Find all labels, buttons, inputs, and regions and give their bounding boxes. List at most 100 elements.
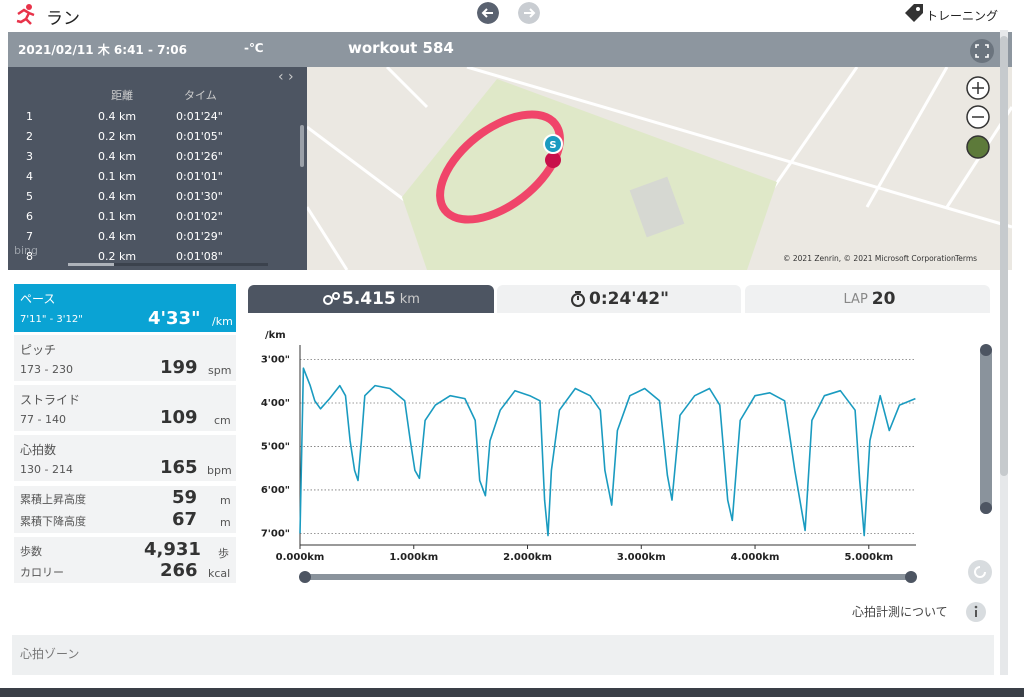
lap-scrollbar[interactable] bbox=[300, 125, 304, 167]
pace-chart: /km 3'00" 4'00" 5'00" 6'00" 7'00" 0.000km 1.00… bbox=[261, 330, 916, 563]
lap-number: 4 bbox=[26, 170, 33, 183]
lap-column: 距離 bbox=[111, 89, 133, 102]
header-title: ラン bbox=[46, 9, 80, 29]
map[interactable]: S © 2021 Zenrin, © 2021 Microsoft Corpor… bbox=[307, 67, 1012, 270]
lap-hscroll-thumb[interactable] bbox=[68, 263, 114, 266]
metric-value: 67 bbox=[172, 509, 198, 530]
lap-hscroll[interactable] bbox=[68, 263, 268, 266]
metric-unit: /km bbox=[212, 315, 233, 328]
training-link[interactable]: トレーニング bbox=[925, 9, 998, 23]
prev-button[interactable] bbox=[477, 2, 499, 24]
metric-range: 77 - 140 bbox=[20, 413, 66, 426]
lap-number: 7 bbox=[26, 230, 33, 243]
heart-rate-note[interactable]: 心拍計測について bbox=[852, 605, 948, 619]
zoom-slider[interactable] bbox=[978, 342, 994, 518]
metric-value: 266 bbox=[160, 560, 198, 581]
y-axis-label: /km bbox=[265, 330, 286, 341]
lap-number: 5 bbox=[26, 190, 33, 203]
next-button[interactable] bbox=[518, 2, 540, 24]
lap-distance: 0.4 km bbox=[98, 230, 137, 243]
x-tick-label: 2.000km bbox=[503, 552, 552, 563]
lap-time: 0:01'02" bbox=[176, 210, 223, 223]
metric-range: 173 - 230 bbox=[20, 363, 73, 376]
lap-distance: 0.4 km bbox=[98, 110, 137, 123]
lap-number: 3 bbox=[26, 150, 33, 163]
metric-unit: spm bbox=[208, 364, 232, 377]
distance-tab[interactable]: 5.415 km bbox=[248, 285, 494, 313]
y-tick-label: 6'00" bbox=[261, 485, 290, 496]
lap-time: 0:01'24" bbox=[176, 110, 223, 123]
metric-value: 199 bbox=[160, 357, 198, 378]
metric-card: ストライド 77 - 140 109 cm bbox=[14, 385, 236, 431]
laps-table: ‹ › 距離 タイム bing 1 0.4 km 0:01'24" 2 0.2 km 0:… bbox=[8, 67, 307, 270]
map-drawing: S © 2021 Zenrin, © 2021 Microsoft Corpor… bbox=[307, 67, 1012, 270]
lap-distance: 0.4 km bbox=[98, 150, 137, 163]
map-controls[interactable] bbox=[965, 75, 991, 165]
metric-card: 心拍数 130 - 214 165 bpm bbox=[14, 435, 236, 481]
metric-card: ピッチ 173 - 230 199 spm bbox=[14, 335, 236, 381]
lap-distance: 0.1 km bbox=[98, 210, 137, 223]
lap-label: LAP bbox=[843, 291, 868, 307]
x-tick-label: 3.000km bbox=[617, 552, 666, 563]
lap-number: 2 bbox=[26, 130, 33, 143]
x-tick-label: 1.000km bbox=[389, 552, 438, 563]
lap-time: 0:01'29" bbox=[176, 230, 223, 243]
range-slider[interactable] bbox=[298, 570, 920, 584]
metric-label: ペース bbox=[20, 292, 56, 306]
metric-value: 4,931 bbox=[144, 539, 201, 560]
lap-column: タイム bbox=[184, 89, 217, 102]
lap-number: 1 bbox=[26, 110, 33, 123]
map-attribution: © 2021 Zenrin, © 2021 Microsoft Corporat… bbox=[783, 254, 956, 263]
x-tick-label: 0.000km bbox=[276, 552, 325, 563]
workout-name: workout 584 bbox=[348, 39, 454, 57]
metric-label: 累積上昇高度 bbox=[20, 493, 86, 506]
metric-value: 4'33" bbox=[148, 308, 201, 329]
metric-label: カロリー bbox=[20, 566, 64, 579]
heart-zone-title: 心拍ゾーン bbox=[20, 647, 80, 661]
metric-unit: 歩 bbox=[218, 547, 229, 560]
y-tick-label: 3'00" bbox=[261, 354, 290, 365]
reset-button[interactable] bbox=[967, 559, 993, 585]
lap-distance: 0.4 km bbox=[98, 190, 137, 203]
metric-unit: m bbox=[220, 516, 231, 529]
y-tick-label: 5'00" bbox=[261, 441, 290, 452]
lap-distance: 0.2 km bbox=[98, 250, 137, 263]
x-tick-label: 5.000km bbox=[844, 552, 893, 563]
metric-label: ストライド bbox=[20, 393, 81, 407]
pace-line bbox=[299, 367, 916, 537]
metric-range: 130 - 214 bbox=[20, 463, 73, 476]
y-tick-label: 4'00" bbox=[261, 398, 290, 409]
lap-number: 6 bbox=[26, 210, 33, 223]
metric-label: 歩数 bbox=[20, 545, 42, 558]
metric-unit: m bbox=[220, 494, 231, 507]
metric-card: ペース 7'11" - 3'12" 4'33" /km bbox=[14, 284, 236, 332]
metric-label: ピッチ bbox=[20, 343, 57, 357]
y-tick-label: 7'00" bbox=[261, 528, 290, 539]
lap-time: 0:01'26" bbox=[176, 150, 223, 163]
metric-value: 165 bbox=[160, 457, 198, 478]
time-icon bbox=[570, 291, 585, 307]
metric-unit: kcal bbox=[208, 567, 231, 580]
fullscreen-button[interactable] bbox=[970, 39, 994, 63]
lap-count: 20 bbox=[871, 289, 896, 309]
metric-unit: bpm bbox=[207, 464, 232, 477]
lap-time: 0:01'08" bbox=[176, 250, 223, 263]
time-tab[interactable]: 0:24'42" bbox=[497, 285, 741, 313]
run-icon bbox=[16, 4, 35, 25]
info-icon[interactable] bbox=[965, 601, 987, 623]
page-scroll-thumb[interactable] bbox=[1000, 36, 1008, 476]
heart-zone-panel: 心拍ゾーン bbox=[12, 635, 994, 675]
metric-label: 累積下降高度 bbox=[20, 515, 86, 528]
time-value: 0:24'42" bbox=[588, 289, 669, 309]
lap-time: 0:01'01" bbox=[176, 170, 223, 183]
metric-card: 累積上昇高度 59 m 累積下降高度 67 m bbox=[14, 486, 236, 533]
distance-unit: km bbox=[399, 291, 420, 307]
lap-tab[interactable]: LAP 20 bbox=[745, 285, 990, 313]
start-marker: S bbox=[549, 140, 556, 151]
lap-pager[interactable]: ‹ › bbox=[278, 69, 294, 85]
temperature: -℃ bbox=[244, 41, 264, 55]
distance-value: 5.415 bbox=[342, 289, 396, 309]
metric-value: 109 bbox=[160, 407, 198, 428]
map-terms[interactable]: Terms bbox=[954, 254, 977, 263]
